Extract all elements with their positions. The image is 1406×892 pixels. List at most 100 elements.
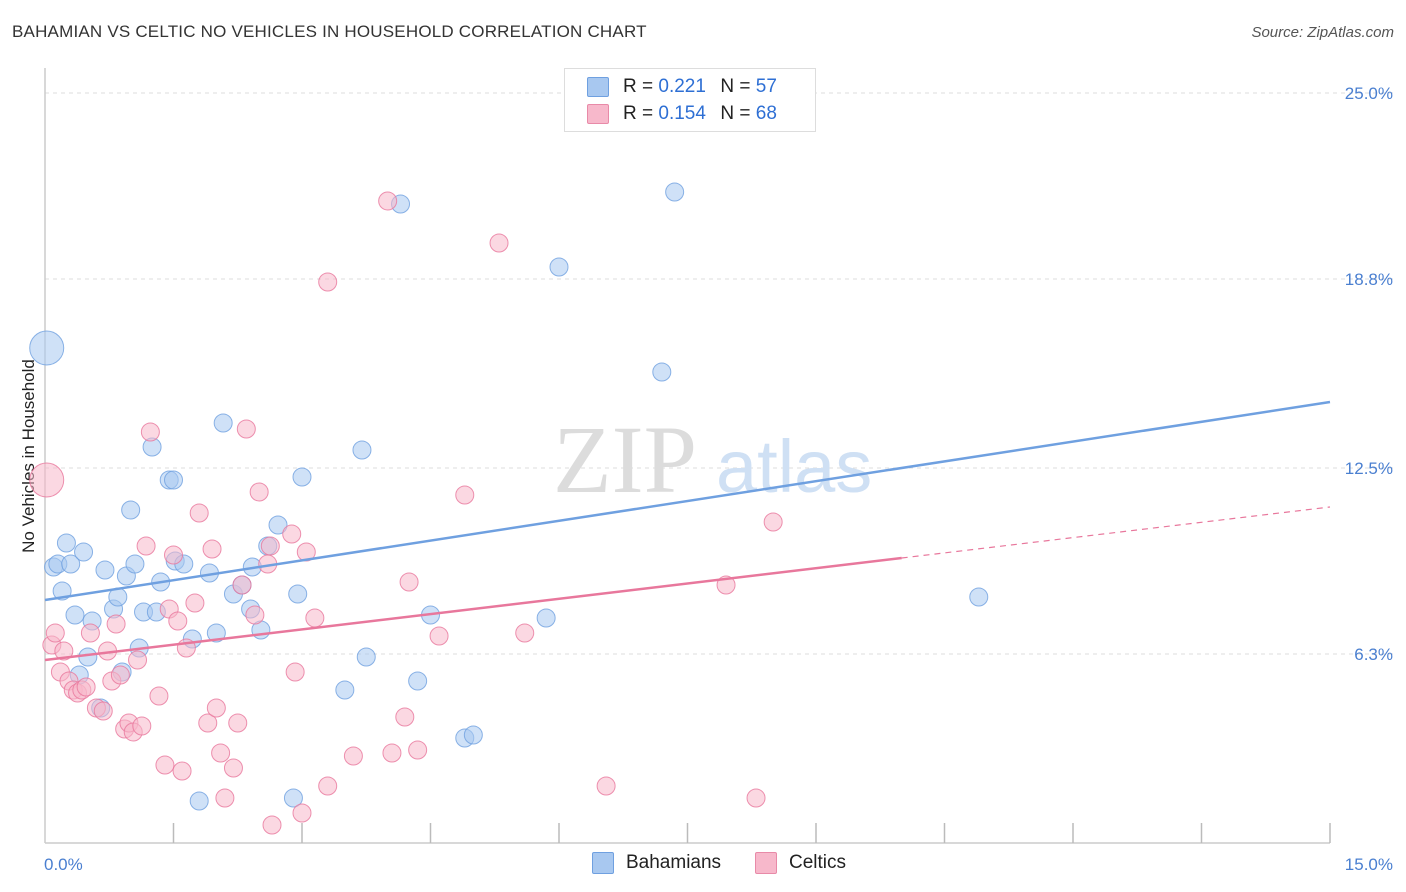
legend-n-label: N =	[720, 76, 751, 97]
data-point-bahamians	[74, 542, 94, 562]
data-point-bahamians	[969, 587, 989, 607]
data-point-celtics	[305, 608, 325, 628]
data-point-celtics	[76, 677, 96, 697]
data-point-celtics	[408, 740, 428, 760]
data-point-celtics	[149, 686, 169, 706]
data-point-bahamians	[665, 182, 685, 202]
series-swatch-celtics	[755, 852, 777, 874]
data-point-celtics	[140, 422, 160, 442]
data-point-celtics	[236, 419, 256, 439]
series-legend-bahamians[interactable]: Bahamians	[592, 852, 721, 874]
axes	[44, 68, 1331, 844]
data-point-bahamians	[189, 791, 209, 811]
data-point-celtics	[93, 701, 113, 721]
legend-row-bahamians: R = 0.221 N = 57	[587, 74, 777, 100]
data-point-bahamians	[78, 647, 98, 667]
legend-n-label: N =	[720, 103, 751, 124]
data-point-celtics	[164, 545, 183, 565]
data-point-celtics	[395, 707, 415, 727]
data-point-celtics	[489, 233, 509, 253]
data-point-celtics	[223, 758, 243, 778]
data-point-celtics	[763, 512, 783, 532]
legend-r-value: 0.154	[658, 103, 706, 124]
trend-line-bahamians	[44, 400, 1331, 602]
data-point-celtics	[29, 462, 65, 498]
data-point-celtics	[318, 272, 338, 292]
trend-lines	[44, 400, 1331, 662]
data-point-celtics	[132, 716, 152, 736]
y-tick-labels: 6.3% 12.5% 18.8% 25.0%	[1345, 84, 1393, 664]
data-point-bahamians	[206, 623, 226, 643]
data-point-celtics	[596, 776, 616, 796]
data-point-celtics	[172, 761, 192, 781]
watermark-zip: ZIP	[553, 406, 697, 513]
data-point-celtics	[746, 788, 766, 808]
data-point-celtics	[80, 623, 100, 643]
data-point-celtics	[249, 482, 269, 502]
data-point-celtics	[128, 650, 148, 670]
data-point-celtics	[206, 698, 226, 718]
data-point-bahamians	[268, 515, 288, 535]
legend-swatch-bahamians	[587, 77, 609, 97]
legend-r-value: 0.221	[658, 76, 706, 97]
data-point-celtics	[106, 614, 126, 634]
data-point-celtics	[185, 593, 205, 613]
data-point-celtics	[168, 611, 188, 631]
data-point-bahamians	[288, 584, 308, 604]
data-point-celtics	[282, 524, 302, 544]
y-axis-label: No Vehicles in Household	[19, 359, 38, 553]
trend-line-celtics	[44, 556, 902, 662]
data-point-bahamians	[125, 554, 145, 574]
y-tick-label: 12.5%	[1345, 459, 1393, 478]
data-point-celtics	[228, 713, 248, 733]
data-point-celtics	[211, 743, 231, 763]
data-point-celtics	[155, 755, 175, 775]
source-label: Source: ZipAtlas.com	[1251, 24, 1394, 41]
data-point-bahamians	[65, 605, 85, 625]
data-point-bahamians	[164, 470, 183, 490]
chart-title: BAHAMIAN VS CELTIC NO VEHICLES IN HOUSEH…	[12, 22, 647, 41]
data-point-celtics	[202, 539, 222, 559]
trend-line-celtics-extension	[901, 506, 1331, 559]
data-point-celtics	[110, 665, 130, 685]
data-point-celtics	[215, 788, 235, 808]
data-point-bahamians	[536, 608, 556, 628]
data-point-bahamians	[335, 680, 355, 700]
data-point-celtics	[189, 503, 209, 523]
data-point-celtics	[260, 536, 280, 556]
data-point-celtics	[54, 641, 74, 661]
y-tick-label: 18.8%	[1345, 270, 1393, 289]
legend-swatch-celtics	[587, 104, 609, 124]
data-point-celtics	[292, 803, 312, 823]
series-swatch-bahamians	[592, 852, 614, 874]
watermark-atlas: atlas	[716, 425, 872, 508]
series-legend-celtics[interactable]: Celtics	[755, 852, 846, 874]
x-tick-label: 15.0%	[1345, 855, 1393, 874]
data-point-bahamians	[213, 413, 233, 433]
y-tick-label: 25.0%	[1345, 84, 1393, 103]
data-point-celtics	[45, 623, 65, 643]
data-point-bahamians	[29, 330, 65, 366]
data-point-celtics	[455, 485, 475, 505]
series-label: Bahamians	[626, 852, 722, 873]
data-point-celtics	[262, 815, 282, 835]
data-point-bahamians	[61, 554, 81, 574]
data-point-celtics	[382, 743, 402, 763]
data-point-celtics	[318, 776, 338, 796]
data-point-bahamians	[652, 362, 672, 382]
legend-r-label: R =	[623, 76, 654, 97]
x-tick-label: 0.0%	[44, 855, 83, 874]
legend-r-label: R =	[623, 103, 654, 124]
data-point-bahamians	[283, 788, 303, 808]
data-point-bahamians	[408, 671, 428, 691]
data-point-bahamians	[292, 467, 312, 487]
data-point-celtics	[343, 746, 363, 766]
x-tick-labels: 0.0% 15.0%	[44, 855, 1393, 874]
data-point-bahamians	[95, 560, 115, 580]
data-point-bahamians	[56, 533, 76, 553]
data-point-bahamians	[549, 257, 569, 277]
data-point-bahamians	[356, 647, 376, 667]
data-point-celtics	[245, 605, 265, 625]
series-label: Celtics	[789, 852, 847, 873]
